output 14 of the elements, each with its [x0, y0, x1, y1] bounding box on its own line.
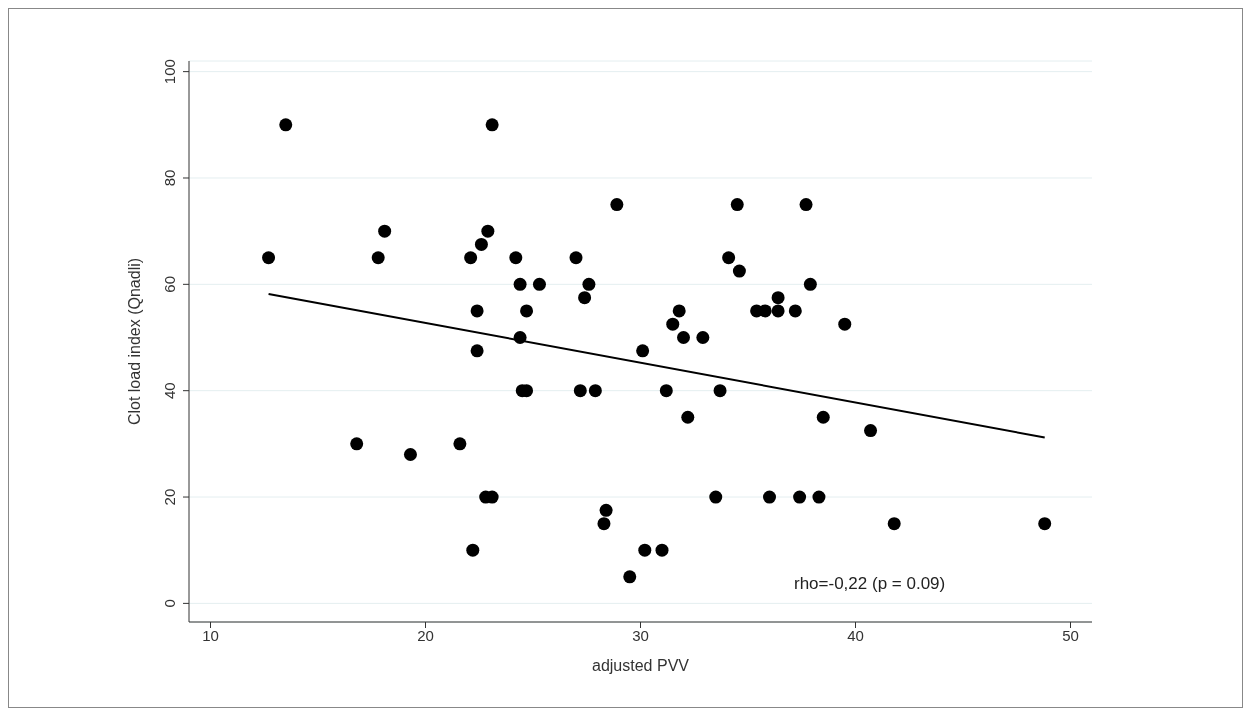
y-tick-label: 0	[161, 599, 178, 608]
y-tick-label: 20	[161, 488, 178, 506]
x-axis-title: adjusted PVV	[592, 657, 690, 674]
y-tick-label: 100	[161, 59, 178, 85]
x-tick-label: 30	[632, 626, 649, 644]
x-tick-label: 40	[847, 626, 864, 644]
x-tick-label: 50	[1062, 626, 1079, 644]
y-tick-label: 80	[161, 169, 178, 187]
y-axis-title: Clot load index (Qnadli)	[125, 257, 143, 426]
x-tick-label: 20	[417, 626, 434, 644]
annotation: rho=-0,22 (p = 0.09)	[794, 574, 946, 594]
y-tick-label: 40	[161, 382, 178, 400]
y-tick-label: 60	[161, 275, 178, 293]
x-tick-label: 10	[202, 626, 219, 644]
